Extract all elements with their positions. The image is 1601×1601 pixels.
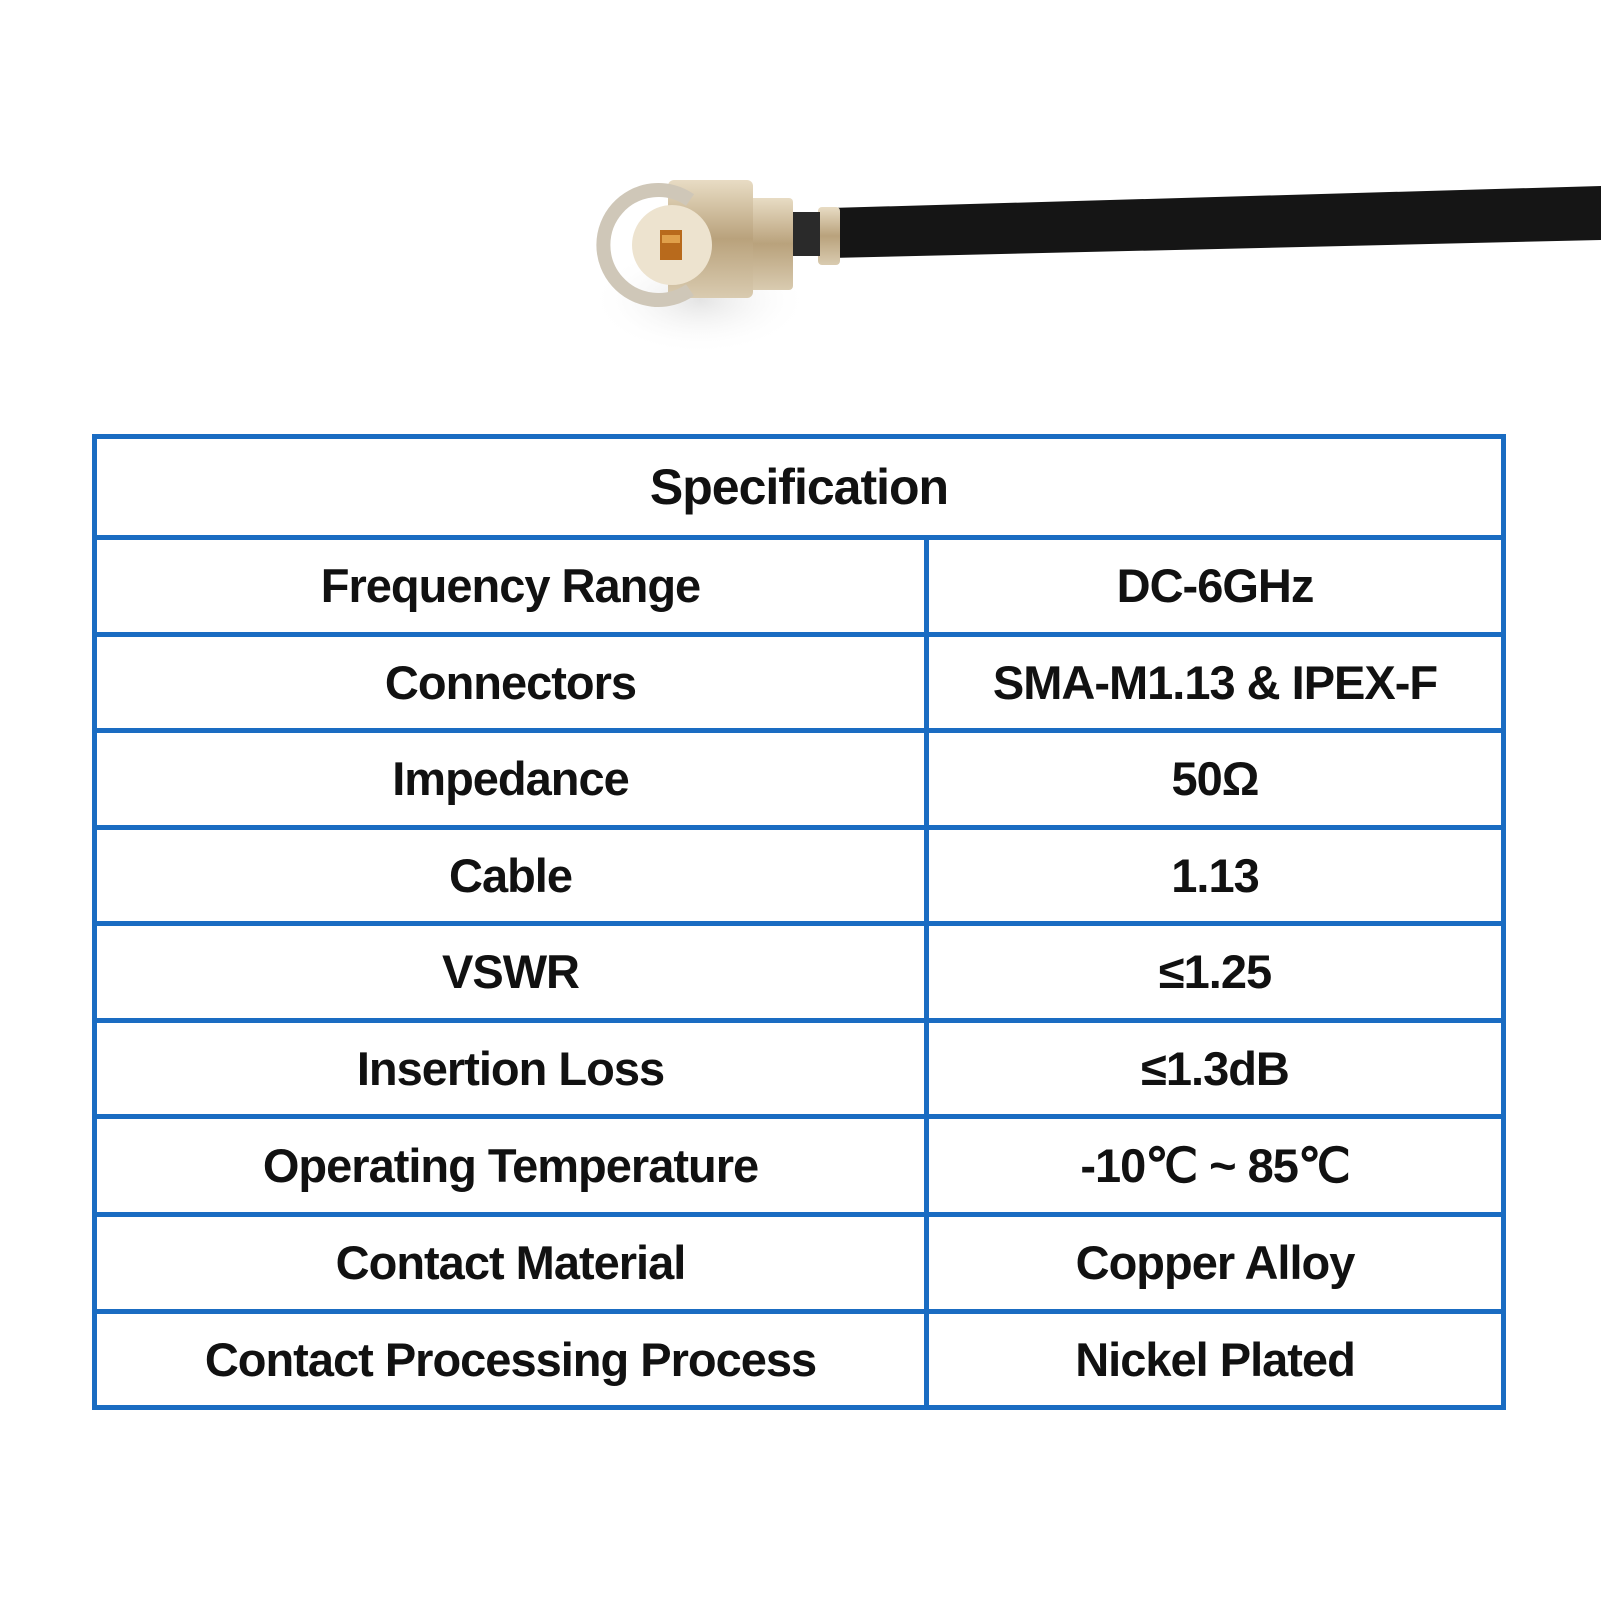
connector-ring — [596, 183, 695, 307]
spec-label: Contact Material — [92, 1212, 929, 1314]
table-row: Frequency Range DC-6GHz — [92, 535, 1506, 637]
spec-value: ≤1.25 — [924, 921, 1506, 1023]
spec-value: Copper Alloy — [924, 1212, 1506, 1314]
spec-value: DC-6GHz — [924, 535, 1506, 637]
spec-value: 1.13 — [924, 824, 1506, 927]
table-row: Impedance 50Ω — [92, 728, 1506, 830]
spec-label: Contact Processing Process — [92, 1308, 929, 1410]
spec-value: -10℃ ~ 85℃ — [924, 1113, 1506, 1218]
spec-value: ≤1.3dB — [924, 1017, 1506, 1119]
table-title: Specification — [92, 433, 1506, 541]
spec-value: Nickel Plated — [924, 1308, 1506, 1410]
table-row: Operating Temperature -10℃ ~ 85℃ — [92, 1113, 1506, 1218]
spec-label: Cable — [92, 824, 929, 927]
table-header-row: Specification — [92, 433, 1506, 541]
connector-cable-photo — [590, 180, 1601, 355]
table-row: Connectors SMA-M1.13 & IPEX-F — [92, 631, 1506, 734]
specification-table: Specification Frequency Range DC-6GHz Conn… — [92, 433, 1506, 1410]
spec-value: 50Ω — [924, 728, 1506, 830]
table-row: Insertion Loss ≤1.3dB — [92, 1017, 1506, 1119]
spec-label: Impedance — [92, 728, 929, 830]
spec-label: Connectors — [92, 631, 929, 734]
table-row: Contact Material Copper Alloy — [92, 1212, 1506, 1314]
cable — [830, 186, 1601, 258]
spec-label: Insertion Loss — [92, 1017, 929, 1119]
table-row: Cable 1.13 — [92, 824, 1506, 927]
spec-label: Frequency Range — [92, 535, 929, 637]
table-row: VSWR ≤1.25 — [92, 921, 1506, 1023]
spec-label: Operating Temperature — [92, 1113, 929, 1218]
spec-label: VSWR — [92, 921, 929, 1023]
spec-value: SMA-M1.13 & IPEX-F — [924, 631, 1506, 734]
table-row: Contact Processing Process Nickel Plated — [92, 1308, 1506, 1410]
